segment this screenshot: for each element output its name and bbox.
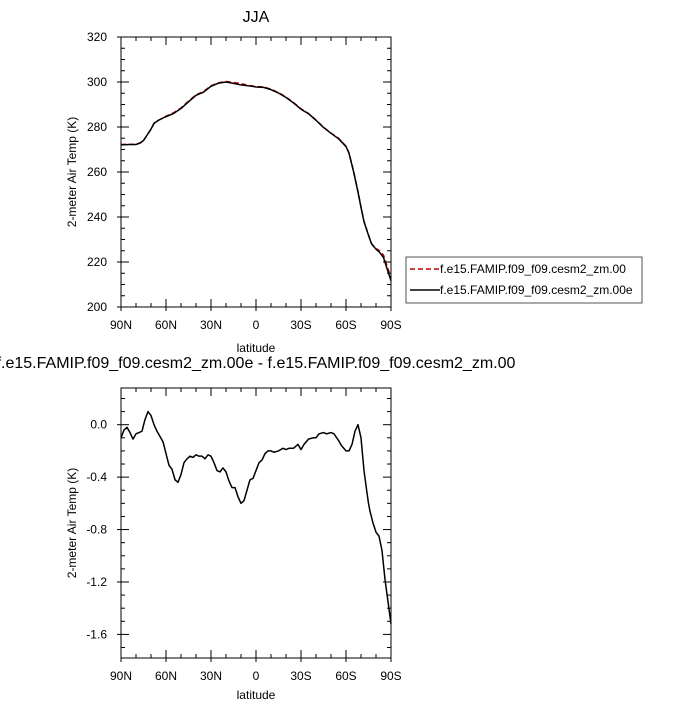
top-series-2-line: [120, 81, 392, 281]
bottom-x-tick-label: 30N: [200, 669, 222, 683]
top-y-tick-label: 220: [87, 255, 107, 269]
top-chart-title: JJA: [243, 9, 270, 26]
top-x-tick-label: 60N: [155, 318, 177, 332]
top-y-tick-label: 300: [87, 75, 107, 89]
top-panel: JJA 90N 60N 30N 0 30S 60S 90S 200 220 240 260 280 30…: [65, 9, 402, 355]
bottom-series-1-line: [120, 410, 392, 625]
bottom-y-tick-label: -0.8: [86, 523, 107, 537]
top-ticks-layer: 90N 60N 30N 0 30S 60S 90S 200 220 240 260 280 300 320: [87, 30, 402, 332]
bottom-x-tick-label: 90S: [380, 669, 401, 683]
top-y-axis-label: 2-meter Air Temp (K): [65, 117, 79, 227]
top-y-tick-label: 260: [87, 165, 107, 179]
top-x-axis-label: latitude: [237, 341, 276, 355]
bottom-y-axis-label: 2-meter Air Temp (K): [65, 468, 79, 578]
top-x-tick-label: 30N: [200, 318, 222, 332]
bottom-y-tick-label: -1.6: [86, 627, 107, 641]
top-y-tick-label: 320: [87, 30, 107, 44]
top-series-layer: [120, 80, 392, 281]
bottom-x-axis-label: latitude: [237, 688, 276, 702]
top-y-tick-label: 240: [87, 210, 107, 224]
legend-entry-series-1: f.e15.FAMIP.f09_f09.cesm2_zm.00: [440, 262, 626, 276]
top-y-tick-label: 280: [87, 120, 107, 134]
bottom-x-tick-label: 60N: [155, 669, 177, 683]
bottom-chart-title: f.e15.FAMIP.f09_f09.cesm2_zm.00e - f.e15…: [0, 355, 516, 372]
bottom-x-tick-label: 90N: [110, 669, 132, 683]
bottom-series-layer: [120, 410, 392, 625]
bottom-x-tick-label: 0: [253, 669, 260, 683]
bottom-x-tick-label: 60S: [335, 669, 356, 683]
legend-entry-series-2: f.e15.FAMIP.f09_f09.cesm2_zm.00e: [440, 283, 633, 297]
top-x-tick-label: 60S: [335, 318, 356, 332]
top-x-tick-label: 90N: [110, 318, 132, 332]
bottom-plot-frame: [120, 387, 392, 659]
legend: f.e15.FAMIP.f09_f09.cesm2_zm.00 f.e15.FA…: [405, 256, 643, 304]
top-x-tick-label: 90S: [380, 318, 401, 332]
bottom-y-tick-label: -0.4: [86, 470, 107, 484]
bottom-ticks-layer: 90N 60N 30N 0 30S 60S 90S 0.0 -0.4 -0.8 -1.2 -1.6: [86, 388, 402, 683]
bottom-y-tick-label: 0.0: [90, 418, 107, 432]
bottom-y-tick-label: -1.2: [86, 575, 107, 589]
bottom-panel: f.e15.FAMIP.f09_f09.cesm2_zm.00e - f.e15…: [0, 355, 516, 702]
top-x-tick-label: 0: [253, 318, 260, 332]
legend-box: [405, 256, 643, 304]
top-y-tick-label: 200: [87, 300, 107, 314]
top-plot-frame: [120, 36, 392, 308]
bottom-x-tick-label: 30S: [290, 669, 311, 683]
top-series-1-line: [120, 80, 392, 278]
top-x-tick-label: 30S: [290, 318, 311, 332]
